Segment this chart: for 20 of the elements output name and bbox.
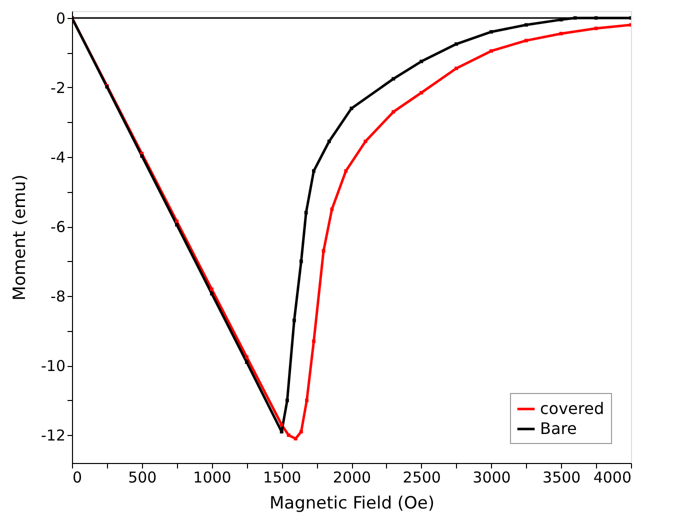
y-tick-label: 0 [56,9,66,28]
x-tick-label: 2500 [402,468,441,486]
y-tick-label: -12 [41,426,66,445]
y-axis-title: Moment (emu) [10,174,30,300]
x-axis-title: Magnetic Field (Oe) [270,494,434,514]
x-tick-label: 1000 [193,468,232,486]
x-tick-label: 3500 [542,468,581,486]
y-tick-label: -2 [50,78,66,97]
x-tick-label: 4000 [593,468,632,486]
x-tick-label: 1500 [263,468,302,486]
y-tick-label: -4 [50,148,66,167]
legend-label: Bare [540,419,577,438]
x-tick-label: 3000 [472,468,511,486]
x-tick-label: 2000 [332,468,372,486]
y-tick-label: -8 [50,288,66,306]
legend-label: covered [540,399,604,418]
y-tick-label: -6 [50,218,66,236]
x-tick-label: 500 [128,468,157,486]
y-tick-label: -10 [41,357,66,376]
x-tick-label: 0 [72,468,82,486]
